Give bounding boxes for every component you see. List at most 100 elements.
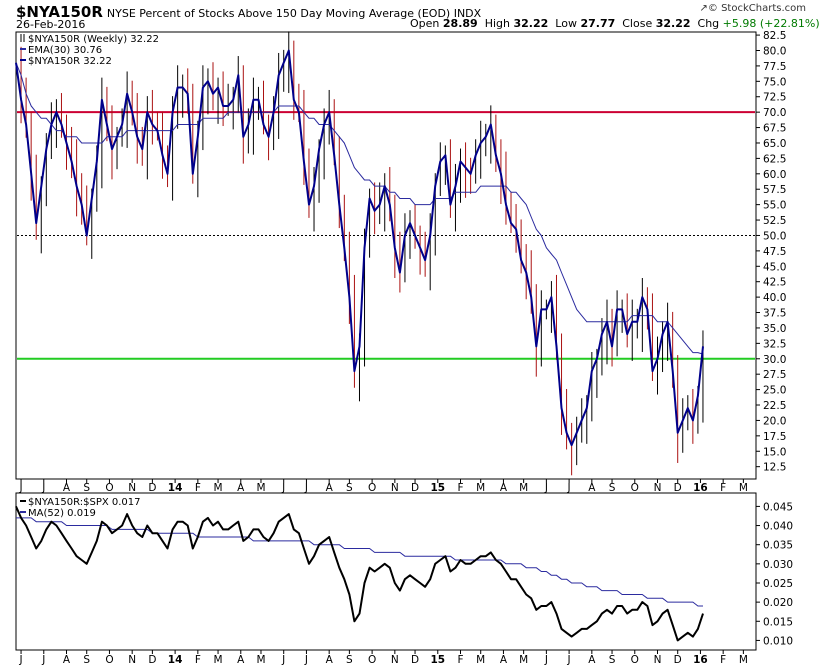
x-tick-label: M [256, 654, 265, 666]
y-tick-label: 17.5 [763, 431, 786, 443]
x-tick-label: N [391, 482, 399, 494]
x-tick-label: F [195, 654, 201, 666]
x-tick-label: A [588, 654, 596, 666]
ma52-line [16, 517, 703, 607]
credit-text: © StockCharts.com [707, 3, 806, 14]
x-tick-label: 15 [430, 654, 445, 666]
x-tick-label: N [654, 654, 662, 666]
y-tick-label: 32.5 [763, 338, 786, 350]
x-tick-label: 14 [168, 654, 183, 666]
y-tick-label: 27.5 [763, 369, 786, 381]
x-tick-label: D [674, 482, 682, 494]
high-label: High [484, 17, 510, 30]
x-tick-label: O [368, 654, 376, 666]
quote-bar: Open 28.89 High 32.22 Low 27.77 Close 32… [410, 17, 820, 30]
x-tick-label: J [304, 654, 308, 666]
y-tick-label: 65.0 [763, 138, 786, 150]
open-value: 28.89 [442, 17, 478, 30]
x-tick-label: N [128, 654, 136, 666]
y-tick-label: 72.5 [763, 92, 786, 104]
y-tick-label: 0.035 [763, 540, 793, 552]
x-tick-label: S [83, 654, 90, 666]
x-tick-label: M [476, 482, 485, 494]
low-value: 27.77 [580, 17, 616, 30]
chg-label: Chg [697, 17, 720, 30]
x-tick-label: N [654, 482, 662, 494]
y-tick-label: 0.015 [763, 616, 793, 628]
x-tick-label: M [476, 654, 485, 666]
x-tick-label: J [281, 654, 285, 666]
x-tick-label: S [346, 654, 353, 666]
x-tick-label: N [128, 482, 136, 494]
y-tick-label: 67.5 [763, 123, 786, 135]
x-tick-label: D [411, 482, 419, 494]
x-tick-label: O [105, 482, 113, 494]
x-tick-label: J [544, 654, 548, 666]
x-tick-label: J [304, 482, 308, 494]
x-tick-label: F [720, 482, 726, 494]
x-tick-label: M [739, 482, 748, 494]
x-tick-label: S [83, 482, 90, 494]
x-tick-label: 14 [168, 482, 183, 494]
x-tick-label: D [674, 654, 682, 666]
arrow-up-icon: ↗ [699, 3, 708, 14]
x-tick-label: A [326, 482, 334, 494]
chart-date: 26-Feb-2016 [16, 18, 86, 31]
x-tick-label: A [63, 654, 71, 666]
price-line [15, 49, 704, 447]
y-tick-label: 47.5 [763, 246, 786, 258]
x-tick-label: F [195, 482, 201, 494]
y-tick-label: 75.0 [763, 76, 786, 88]
x-tick-label: O [631, 654, 639, 666]
y-tick-label: 0.040 [763, 521, 793, 533]
open-label: Open [410, 17, 440, 30]
x-tick-label: S [346, 482, 353, 494]
x-tick-label: A [588, 482, 596, 494]
x-tick-label: J [18, 654, 22, 666]
low-label: Low [555, 17, 577, 30]
y-tick-label: 20.0 [763, 415, 786, 427]
x-tick-label: F [457, 654, 463, 666]
x-tick-label: J [544, 482, 548, 494]
x-tick-label: M [256, 482, 265, 494]
y-tick-label: 15.0 [763, 446, 786, 458]
chart-description: NYSE Percent of Stocks Above 150 Day Mov… [106, 7, 482, 20]
y-tick-label: 42.5 [763, 277, 786, 289]
x-tick-label: 15 [430, 482, 445, 494]
x-tick-label: A [63, 482, 71, 494]
x-tick-label: N [391, 654, 399, 666]
x-tick-label: J [18, 482, 22, 494]
x-tick-label: S [609, 482, 616, 494]
x-tick-label: A [237, 482, 245, 494]
y-tick-label: 0.010 [763, 635, 793, 647]
x-tick-label: M [519, 654, 528, 666]
legend-label: $NYA150R:$SPX 0.017 [28, 497, 141, 508]
y-tick-label: 37.5 [763, 308, 786, 320]
y-tick-label: 25.0 [763, 385, 786, 397]
legend-label: $NYA150R (Weekly) 32.22 [28, 34, 159, 45]
y-tick-label: 35.0 [763, 323, 786, 335]
x-tick-label: J [281, 482, 285, 494]
y-tick-label: 55.0 [763, 200, 786, 212]
x-tick-label: D [411, 654, 419, 666]
y-tick-label: 40.0 [763, 292, 786, 304]
x-tick-label: O [105, 654, 113, 666]
credit: ↗© StockCharts.com [700, 3, 806, 14]
x-tick-label: A [500, 654, 508, 666]
x-tick-label: M [519, 482, 528, 494]
y-tick-label: 12.5 [763, 462, 786, 474]
y-tick-label: 45.0 [763, 261, 786, 273]
x-tick-label: D [148, 654, 156, 666]
close-value: 32.22 [655, 17, 691, 30]
x-tick-label: 16 [693, 654, 708, 666]
y-tick-label: 0.030 [763, 559, 793, 571]
x-tick-label: M [214, 482, 223, 494]
chg-value: +5.98 (+22.81%) [722, 17, 820, 30]
y-tick-label: 82.5 [763, 30, 786, 42]
x-tick-label: O [631, 482, 639, 494]
y-tick-label: 52.5 [763, 215, 786, 227]
y-tick-label: 60.0 [763, 169, 786, 181]
x-tick-label: J [567, 654, 571, 666]
y-tick-label: 57.5 [763, 184, 786, 196]
legend-label: EMA(30) 30.76 [28, 45, 102, 56]
